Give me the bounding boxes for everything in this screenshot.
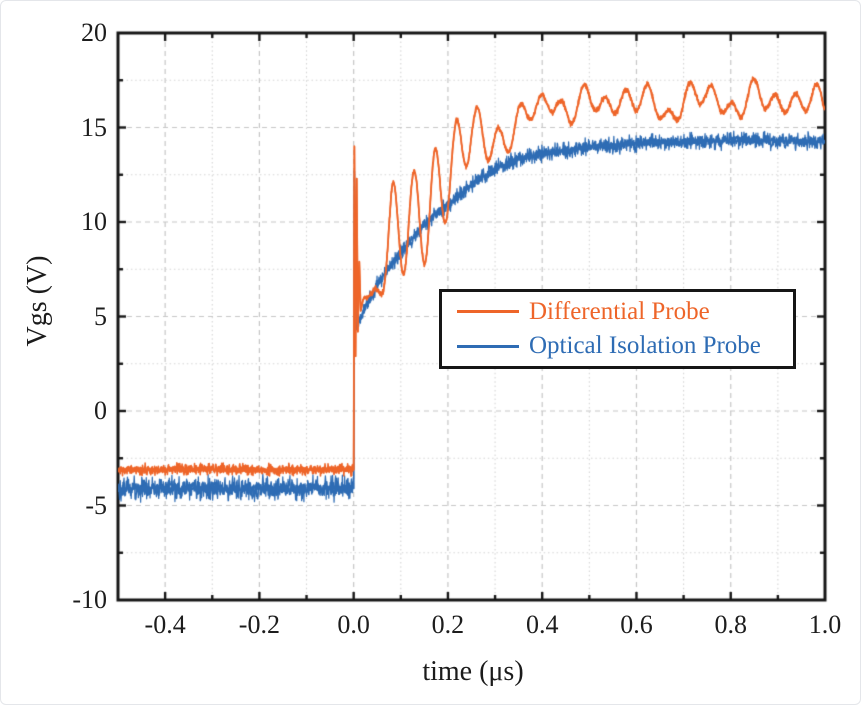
y-tick-label: 20 [81,18,107,47]
differential-probe-line-swatch [457,310,519,314]
y-tick-label: 5 [94,301,107,331]
legend-box: Differential Probe Optical Isolation Pro… [439,289,796,369]
legend-label-optical-isolation-probe: Optical Isolation Probe [529,332,761,360]
x-tick-label: 0.2 [431,610,465,639]
x-tick-label: 0.4 [525,610,559,639]
y-tick-label: 10 [81,207,107,236]
x-tick-label: -0.2 [238,610,280,639]
y-tick-label: 0 [94,396,107,425]
optical-isolation-probe-line-swatch [457,344,519,348]
x-tick-label: -0.4 [144,610,186,639]
x-axis-title: time (μs) [422,656,524,687]
x-tick-label: 1.0 [808,610,842,639]
x-tick-label: 0.6 [620,610,653,639]
y-tick-label: -10 [72,585,107,614]
y-axis-title: Vgs (V) [22,255,53,347]
y-tick-label: 15 [81,112,107,142]
x-tick-label: 0.0 [337,610,370,639]
legend-entry-optical-isolation-probe: Optical Isolation Probe [457,331,793,361]
x-tick-label: 0.8 [714,610,747,639]
legend-label-differential-probe: Differential Probe [529,297,710,325]
y-tick-label: -5 [85,490,107,520]
legend-entry-differential-probe: Differential Probe [457,297,793,327]
